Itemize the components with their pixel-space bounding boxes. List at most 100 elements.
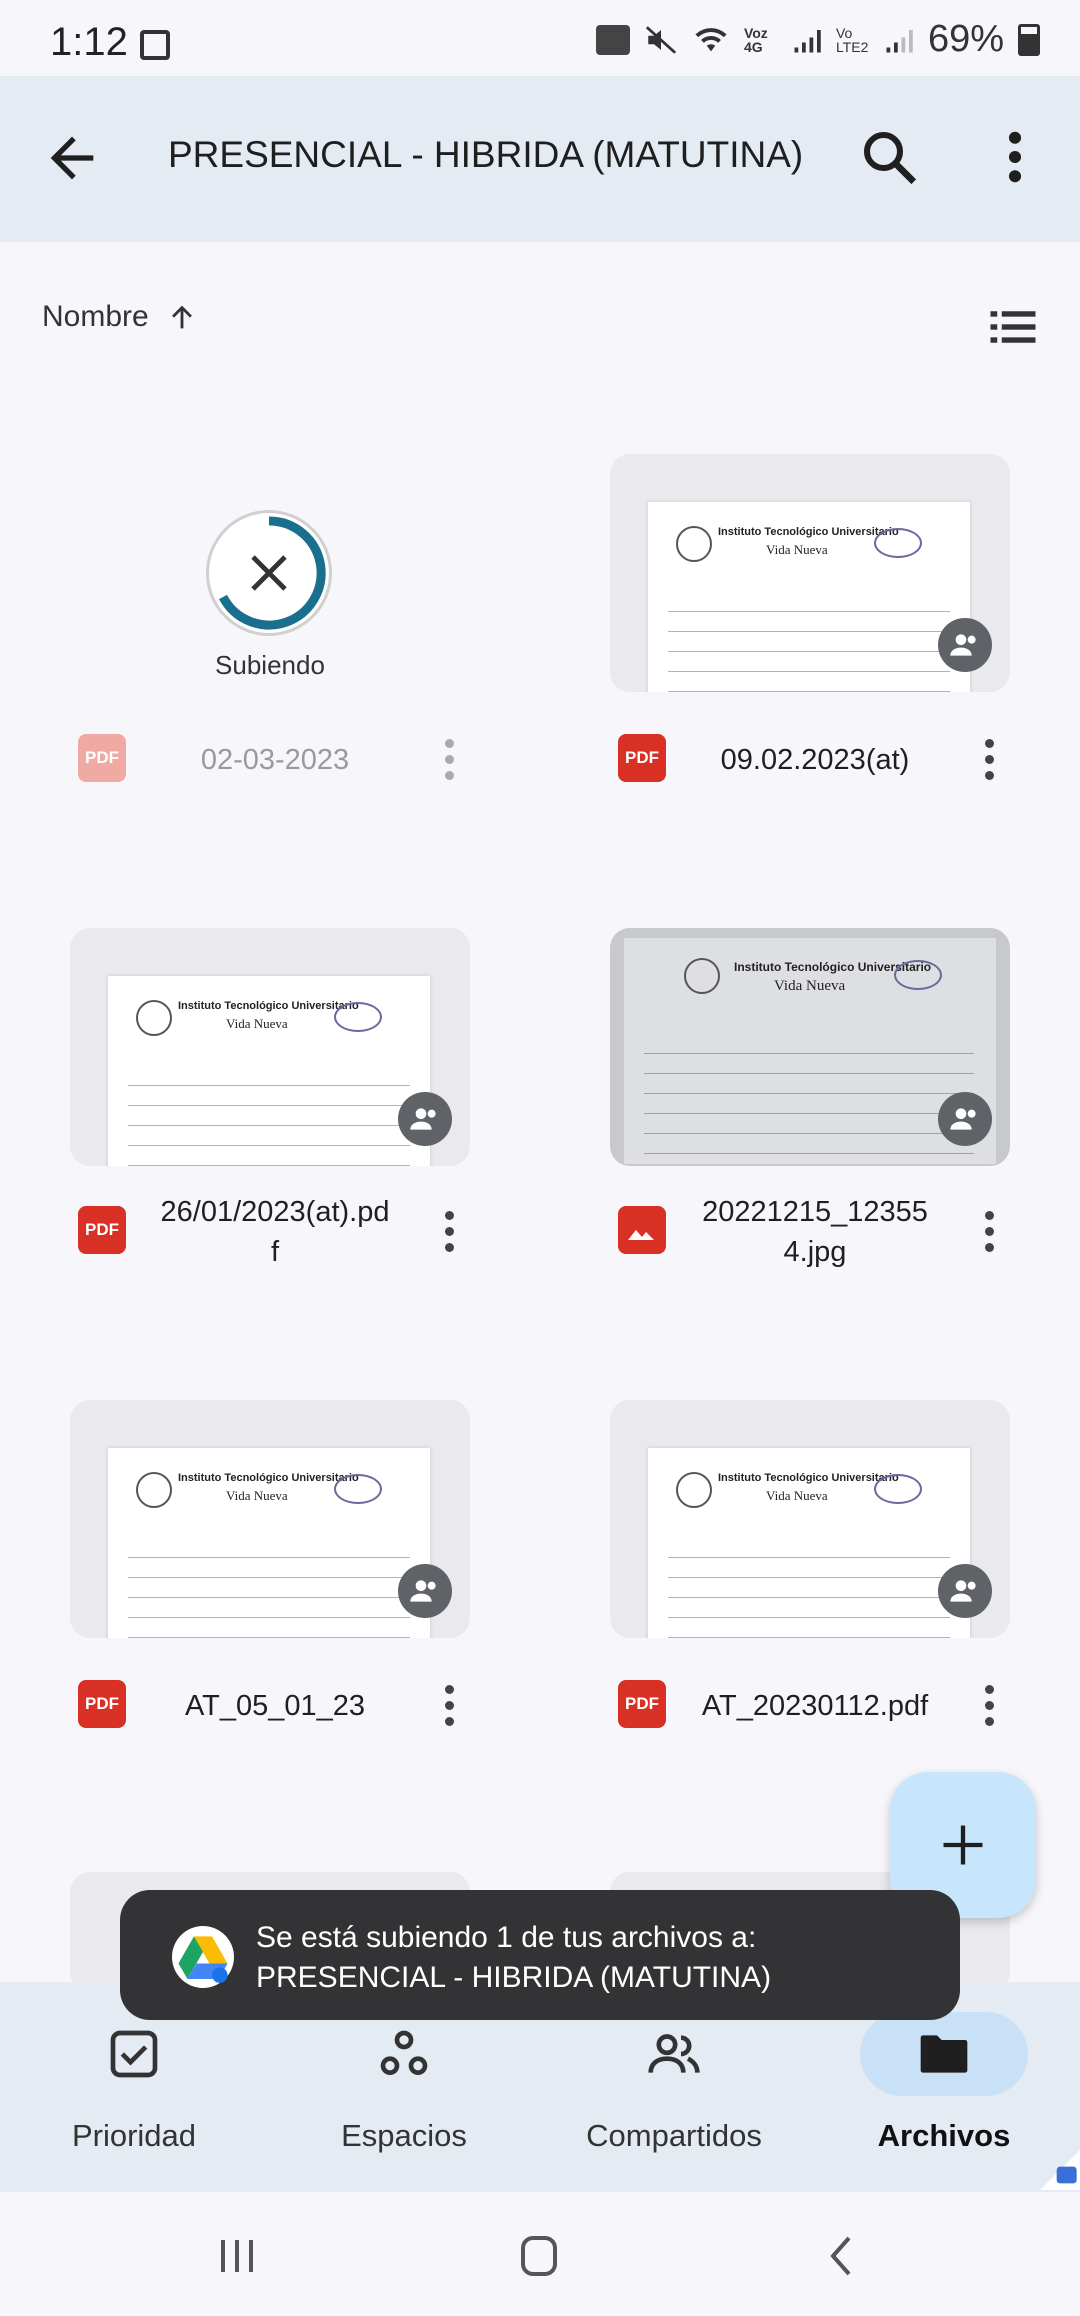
snackbar-message: Se está subiendo 1 de tus archivos a: PR…: [256, 1918, 771, 1998]
thumbnail-institute-text: Instituto Tecnológico Universitario: [178, 1000, 359, 1012]
thumbnail-name-text: Vida Nueva: [774, 978, 846, 994]
shared-icon: [938, 1564, 992, 1618]
sort-label: Nombre: [42, 300, 149, 333]
thumbnail-name-text: Vida Nueva: [766, 542, 828, 557]
thumbnail-name-text: Vida Nueva: [226, 1016, 288, 1031]
thumbnail-name-text: Vida Nueva: [766, 1488, 828, 1503]
document-preview: Instituto Tecnológico Universitario Vida…: [648, 1448, 970, 1638]
pdf-file-icon: PDF: [78, 1206, 126, 1254]
app-bar: PRESENCIAL - HIBRIDA (MATUTINA): [0, 76, 1080, 242]
pdf-file-icon: PDF: [618, 1680, 666, 1728]
nav-label: Archivos: [877, 2118, 1011, 2153]
table-lines: [668, 1538, 950, 1638]
file-name: 02-03-2023: [200, 744, 350, 776]
photo-preview: Instituto Tecnológico Universitario Vida…: [610, 928, 1010, 1166]
file-more-options-icon[interactable]: [434, 732, 464, 788]
spaces-icon: [380, 2030, 428, 2075]
file-more-options-icon[interactable]: [434, 1204, 464, 1260]
cancel-upload-button[interactable]: [206, 510, 332, 636]
document-preview: Instituto Tecnológico Universitario Vida…: [108, 1448, 430, 1638]
nav-item-compartidos[interactable]: Compartidos: [544, 1982, 804, 2192]
signal-icon-1: [794, 29, 821, 52]
file-thumbnail[interactable]: Instituto Tecnológico Universitario Vida…: [70, 1400, 470, 1638]
institution-seal: [676, 1472, 712, 1508]
home-icon[interactable]: [512, 2232, 566, 2280]
network-label-1: Voz 4G: [743, 24, 768, 55]
table-lines: [128, 1538, 410, 1638]
file-thumbnail[interactable]: Instituto Tecnológico Universitario Vida…: [610, 1400, 1010, 1638]
nav-label: Compartidos: [586, 2118, 762, 2153]
thumbnail-institute-text: Instituto Tecnológico Universitario: [178, 1472, 359, 1484]
stamp: [894, 960, 942, 990]
back-arrow-icon[interactable]: [40, 126, 104, 190]
file-thumbnail[interactable]: Instituto Tecnológico Universitario Vida…: [610, 454, 1010, 692]
mute-icon: [645, 25, 677, 54]
close-icon: [251, 555, 287, 591]
file-name: 09.02.2023(at): [720, 744, 910, 776]
document-preview: Instituto Tecnológico Universitario Vida…: [108, 976, 430, 1166]
nav-item-archivos[interactable]: Archivos: [814, 1982, 1074, 2192]
folder-icon: [920, 2035, 968, 2073]
status-time: 1:12: [50, 20, 128, 64]
shared-icon: [938, 618, 992, 672]
nav-item-espacios[interactable]: Espacios: [274, 1982, 534, 2192]
signal-icon-2: [886, 29, 913, 52]
image-notification-icon: [140, 30, 170, 60]
stamp: [334, 1002, 382, 1032]
people-icon: [648, 2034, 700, 2073]
nav-label: Prioridad: [71, 2118, 197, 2153]
photographed-document: Instituto Tecnológico Universitario Vida…: [624, 938, 996, 1164]
search-icon[interactable]: [856, 124, 922, 190]
arrow-up-icon: [171, 305, 192, 329]
upload-snackbar: Se está subiendo 1 de tus archivos a: PR…: [120, 1890, 960, 2020]
network-label-2: Vo LTE2: [835, 24, 869, 55]
plus-icon: [943, 1825, 983, 1865]
system-navigation-bar: [0, 2192, 1080, 2316]
image-file-icon: [618, 1206, 666, 1254]
battery-icon: [1018, 23, 1040, 56]
stamp: [874, 1474, 922, 1504]
briefcase-icon: [595, 24, 630, 55]
upload-status-label: Subiendo: [215, 650, 325, 680]
pdf-file-icon: PDF: [78, 734, 126, 782]
snackbar-line-1: Se está subiendo 1 de tus archivos a:: [256, 1921, 757, 1954]
stamp: [334, 1474, 382, 1504]
file-more-options-icon[interactable]: [974, 1678, 1004, 1734]
snackbar-line-2: PRESENCIAL - HIBRIDA (MATUTINA): [256, 1961, 772, 1994]
table-lines: [644, 1034, 974, 1160]
file-thumbnail[interactable]: Instituto Tecnológico Universitario Vida…: [610, 928, 1010, 1166]
file-name: 20221215_123554.jpg: [702, 1196, 928, 1268]
table-lines: [128, 1066, 410, 1166]
upload-progress-ring: [219, 516, 326, 630]
folder-title: PRESENCIAL - HIBRIDA (MATUTINA): [168, 134, 804, 175]
thumbnail-name-text: Vida Nueva: [226, 1488, 288, 1503]
google-drive-logo-icon: [172, 1926, 234, 1988]
file-name: AT_05_01_23: [184, 1690, 366, 1722]
file-more-options-icon[interactable]: [974, 732, 1004, 788]
stamp: [874, 528, 922, 558]
status-icons: Voz 4G Vo LTE2 69%: [595, 18, 1040, 61]
file-thumbnail[interactable]: Instituto Tecnológico Universitario Vida…: [70, 928, 470, 1166]
battery-percent: 69%: [927, 18, 1004, 60]
document-preview: Instituto Tecnológico Universitario Vida…: [648, 502, 970, 692]
file-more-options-icon[interactable]: [974, 1204, 1004, 1260]
recent-apps-icon[interactable]: [210, 2232, 264, 2280]
check-box-icon: [110, 2030, 158, 2078]
file-more-options-icon[interactable]: [434, 1678, 464, 1734]
nav-label: Espacios: [341, 2118, 467, 2153]
institution-seal: [136, 1472, 172, 1508]
system-back-icon[interactable]: [816, 2232, 870, 2280]
institution-seal: [684, 958, 720, 994]
list-view-icon[interactable]: [986, 300, 1040, 354]
sort-control[interactable]: Nombre: [42, 300, 199, 334]
nav-item-prioridad[interactable]: Prioridad: [4, 1982, 264, 2192]
thumbnail-institute-text: Instituto Tecnológico Universitario: [718, 1472, 899, 1484]
pdf-file-icon: PDF: [78, 1680, 126, 1728]
thumbnail-institute-text: Instituto Tecnológico Universitario: [718, 526, 899, 538]
more-options-icon[interactable]: [990, 124, 1040, 190]
status-bar: 1:12 Voz 4G Vo LTE2 69%: [0, 0, 1080, 76]
shared-icon: [398, 1092, 452, 1146]
shared-icon: [938, 1092, 992, 1146]
wifi-icon: [695, 27, 727, 51]
table-lines: [668, 592, 950, 692]
